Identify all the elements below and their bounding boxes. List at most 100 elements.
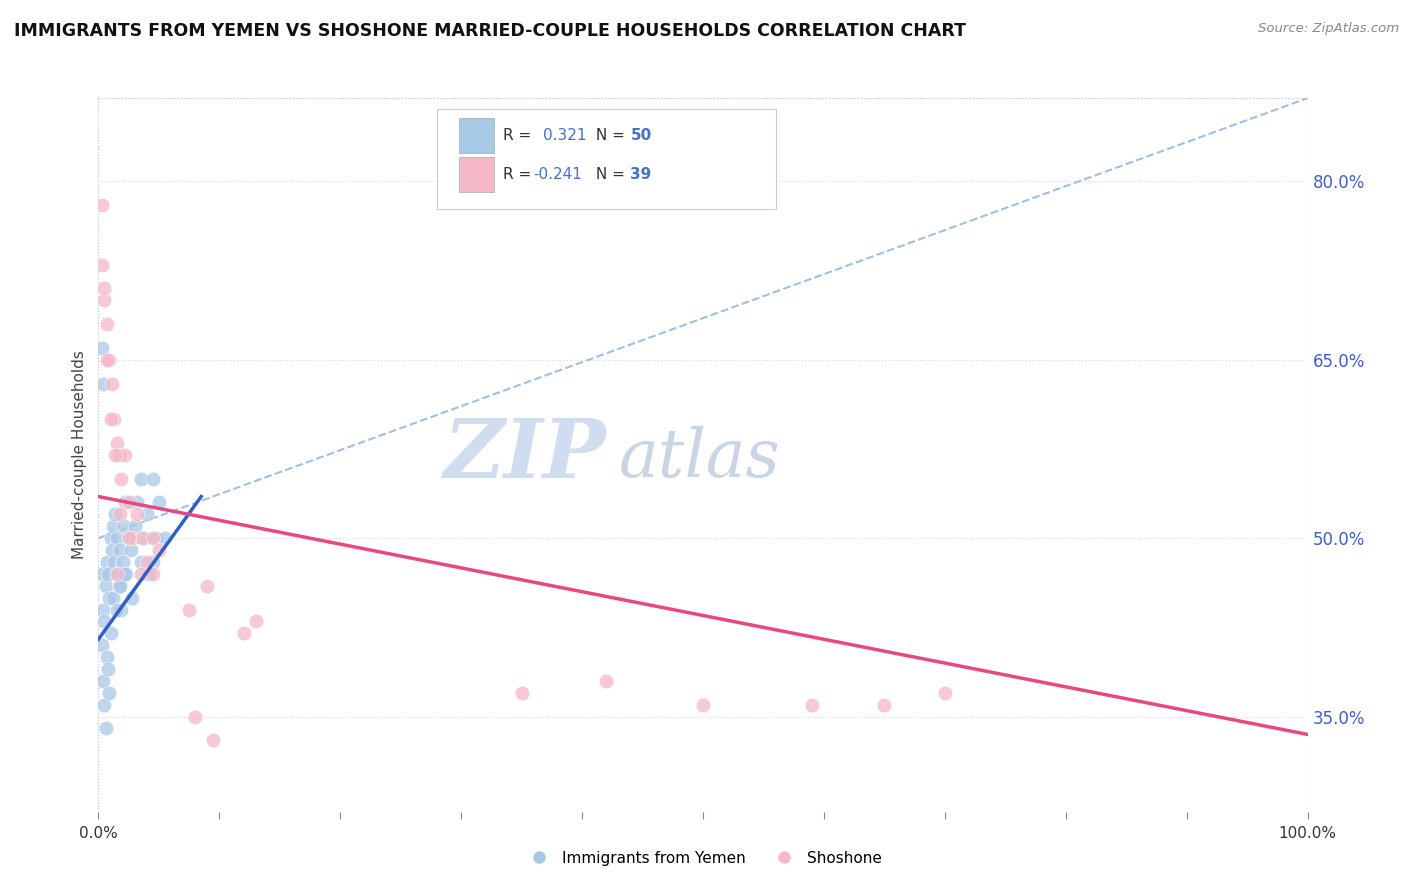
Text: N =: N = xyxy=(591,128,630,144)
Text: Source: ZipAtlas.com: Source: ZipAtlas.com xyxy=(1258,22,1399,36)
Text: -0.241: -0.241 xyxy=(534,167,582,182)
Point xyxy=(131,531,153,545)
Point xyxy=(93,293,115,308)
FancyBboxPatch shape xyxy=(458,119,494,153)
Point xyxy=(108,543,131,558)
Point xyxy=(800,698,823,712)
Point xyxy=(142,566,165,581)
Point xyxy=(118,495,141,509)
Point xyxy=(110,602,132,616)
Point xyxy=(127,508,149,522)
Text: 50: 50 xyxy=(630,128,652,144)
Point xyxy=(100,626,122,640)
Point xyxy=(118,531,141,545)
Point xyxy=(112,519,135,533)
Point xyxy=(134,531,156,545)
Point xyxy=(100,412,122,426)
Text: N =: N = xyxy=(591,167,630,182)
Point xyxy=(96,317,118,331)
Point xyxy=(129,555,152,569)
Point xyxy=(142,555,165,569)
Point xyxy=(98,352,121,367)
Y-axis label: Married-couple Households: Married-couple Households xyxy=(72,351,87,559)
Point xyxy=(100,543,122,558)
Text: R =: R = xyxy=(503,167,537,182)
Point xyxy=(104,448,127,462)
FancyBboxPatch shape xyxy=(458,157,494,192)
Point xyxy=(127,495,149,509)
Text: ZIP: ZIP xyxy=(444,415,606,495)
Point xyxy=(118,531,141,545)
Text: IMMIGRANTS FROM YEMEN VS SHOSHONE MARRIED-COUPLE HOUSEHOLDS CORRELATION CHART: IMMIGRANTS FROM YEMEN VS SHOSHONE MARRIE… xyxy=(14,22,966,40)
Point xyxy=(105,566,128,581)
Point xyxy=(135,555,157,569)
Point xyxy=(98,591,121,605)
Point xyxy=(91,258,114,272)
Point xyxy=(692,698,714,712)
Point xyxy=(97,566,120,581)
Point xyxy=(145,531,167,545)
Point xyxy=(96,650,118,665)
Point xyxy=(101,519,124,533)
Point xyxy=(115,566,138,581)
Point xyxy=(135,508,157,522)
Point xyxy=(111,555,134,569)
Point xyxy=(94,579,117,593)
Point xyxy=(103,555,125,569)
Text: 39: 39 xyxy=(630,167,652,182)
Text: atlas: atlas xyxy=(619,425,780,491)
Point xyxy=(232,626,254,640)
Text: R =: R = xyxy=(503,128,537,144)
Point xyxy=(98,686,121,700)
Point xyxy=(114,495,136,509)
Point xyxy=(934,686,956,700)
Point xyxy=(103,412,125,426)
FancyBboxPatch shape xyxy=(437,109,776,209)
Point xyxy=(114,566,136,581)
Point xyxy=(142,472,165,486)
Point xyxy=(148,543,170,558)
Point xyxy=(105,602,128,616)
Point xyxy=(110,472,132,486)
Point xyxy=(195,579,218,593)
Point xyxy=(179,602,201,616)
Point xyxy=(121,591,143,605)
Point xyxy=(108,508,131,522)
Point xyxy=(108,579,131,593)
Point xyxy=(142,531,165,545)
Point xyxy=(129,472,152,486)
Point xyxy=(105,436,128,450)
Point xyxy=(101,591,124,605)
Point xyxy=(91,673,114,688)
Point xyxy=(105,531,128,545)
Point xyxy=(107,566,129,581)
Point xyxy=(595,673,617,688)
Point xyxy=(91,376,114,391)
Point xyxy=(91,566,114,581)
Point xyxy=(124,519,146,533)
Point xyxy=(138,566,160,581)
Point xyxy=(94,722,117,736)
Point xyxy=(120,543,142,558)
Point xyxy=(108,448,131,462)
Point xyxy=(245,615,267,629)
Point xyxy=(202,733,225,747)
Point xyxy=(91,198,114,212)
Text: 0.321: 0.321 xyxy=(543,128,586,144)
Point xyxy=(97,662,120,676)
Point xyxy=(96,555,118,569)
Point xyxy=(121,531,143,545)
Point xyxy=(93,698,115,712)
Point xyxy=(510,686,533,700)
Point xyxy=(114,448,136,462)
Point xyxy=(184,709,207,723)
Point xyxy=(148,495,170,509)
Point xyxy=(873,698,896,712)
Legend: Immigrants from Yemen, Shoshone: Immigrants from Yemen, Shoshone xyxy=(517,845,889,871)
Point xyxy=(93,281,115,295)
Point xyxy=(91,638,114,652)
Point xyxy=(129,566,152,581)
Point xyxy=(91,341,114,355)
Point xyxy=(100,376,122,391)
Point xyxy=(108,579,131,593)
